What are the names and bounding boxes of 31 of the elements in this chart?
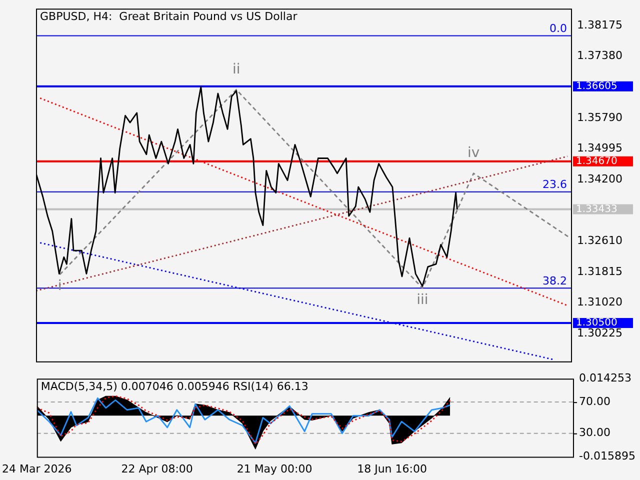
x-tick-label: 22 Apr 08:00 <box>121 462 193 476</box>
y-tick-label: 1.31020 <box>577 296 622 309</box>
y-tick-label: 1.37380 <box>577 49 622 62</box>
y-tick-label: 0.014253 <box>579 371 632 384</box>
y-tick-label: 1.34995 <box>577 142 622 155</box>
x-tick-label: 18 Jun 16:00 <box>357 462 427 476</box>
y-tick-label: 1.30225 <box>577 326 622 340</box>
y-tick-label: 1.38175 <box>577 18 622 32</box>
annotation: ii <box>232 61 240 78</box>
line-series <box>59 88 571 289</box>
annotation: i <box>58 278 62 294</box>
ref-line-label: 1.33433 <box>576 204 618 215</box>
annotation: iii <box>416 292 428 308</box>
chart-title: MACD(5,34,5) 0.007046 0.005946 RSI(14) 66.13 <box>40 380 308 393</box>
x-tick-label: 21 May 00:00 <box>236 462 312 476</box>
ref-line-label: 1.36605 <box>576 80 618 92</box>
y-tick-label: 1.31815 <box>577 264 622 278</box>
annotation: 38.2 <box>542 274 567 288</box>
y-tick-label: 1.32610 <box>577 234 622 248</box>
y-tick-label: 1.35790 <box>577 110 622 124</box>
x-tick-label: 24 Mar 2026 <box>2 462 72 476</box>
annotation: 0.0 <box>550 22 567 36</box>
y-tick-label: -0.015895 <box>579 450 636 463</box>
y2-tick-label: 70.00 <box>579 394 610 408</box>
annotation: 23.6 <box>542 178 567 192</box>
ref-line-label: 1.34670 <box>576 156 618 167</box>
annotation: iv <box>467 145 480 162</box>
y2-tick-label: 30.00 <box>579 426 610 440</box>
chart-title: GBPUSD, H4: Great Britain Pound vs US Dollar <box>40 10 298 23</box>
ref-line-label: 1.30500 <box>576 318 618 329</box>
y-tick-label: 1.34200 <box>577 172 622 186</box>
